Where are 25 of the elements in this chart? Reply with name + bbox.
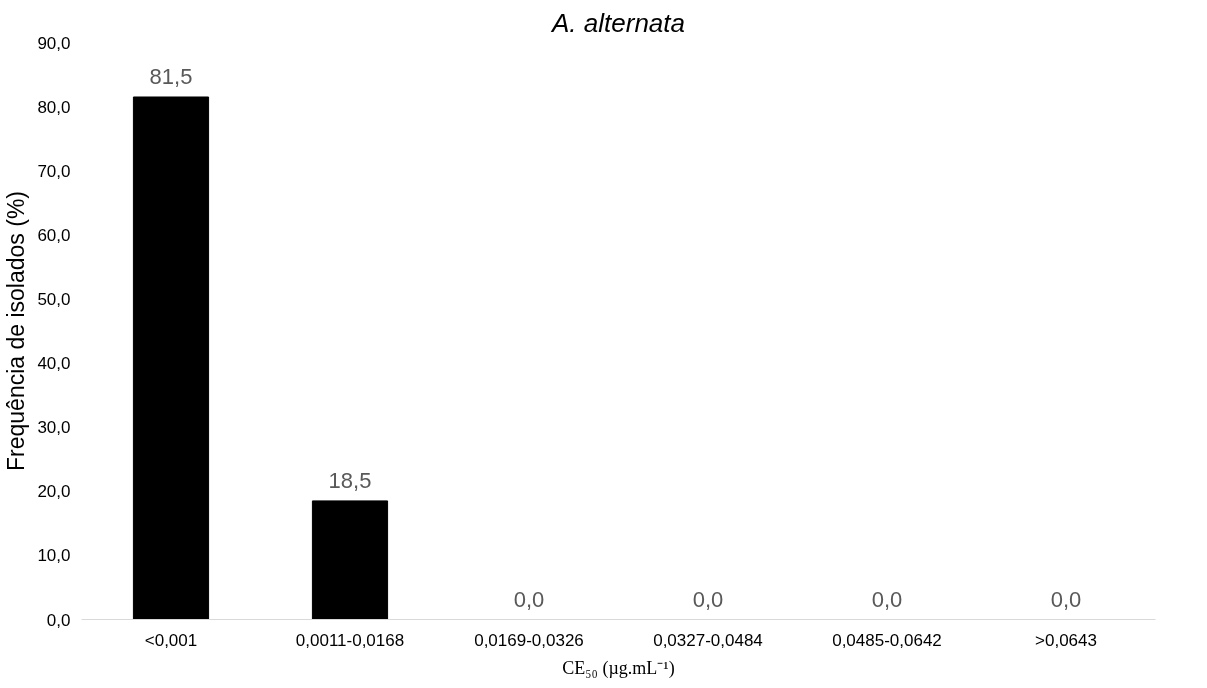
y-tick-label: 20,0 — [37, 482, 71, 502]
data-label: 0,0 — [692, 586, 724, 612]
data-label: 81,5 — [149, 64, 193, 90]
x-tick-label: 0,0485-0,0642 — [832, 630, 942, 650]
y-axis-title: Frequência de isolados (%) — [3, 191, 30, 471]
data-label: 0,0 — [513, 586, 545, 612]
y-tick-label: 50,0 — [37, 289, 71, 309]
y-tick-label: 70,0 — [37, 161, 71, 181]
y-tick-label: 10,0 — [37, 546, 71, 566]
y-tick-label: 40,0 — [37, 354, 71, 374]
x-tick-label: 0,0169-0,0326 — [474, 630, 584, 650]
y-tick-label: 90,0 — [37, 33, 71, 53]
x-tick-label: 0,0011-0,0168 — [295, 630, 405, 650]
x-tick-label: 0,0327-0,0484 — [653, 630, 763, 650]
y-tick-label: 80,0 — [37, 97, 71, 117]
x-tick-label: <0,001 — [144, 630, 198, 650]
y-tick-label: 60,0 — [37, 225, 71, 245]
x-axis-title: CE₅₀ (µg.mL⁻¹) — [562, 657, 675, 679]
chart-title: A. alternata — [550, 7, 685, 38]
data-label: 0,0 — [871, 586, 903, 612]
y-tick-label: 30,0 — [37, 418, 71, 438]
y-tick-label: 0,0 — [46, 610, 71, 630]
x-tick-label: >0,0643 — [1035, 630, 1097, 650]
data-label: 18,5 — [328, 468, 372, 494]
data-label: 0,0 — [1050, 586, 1082, 612]
